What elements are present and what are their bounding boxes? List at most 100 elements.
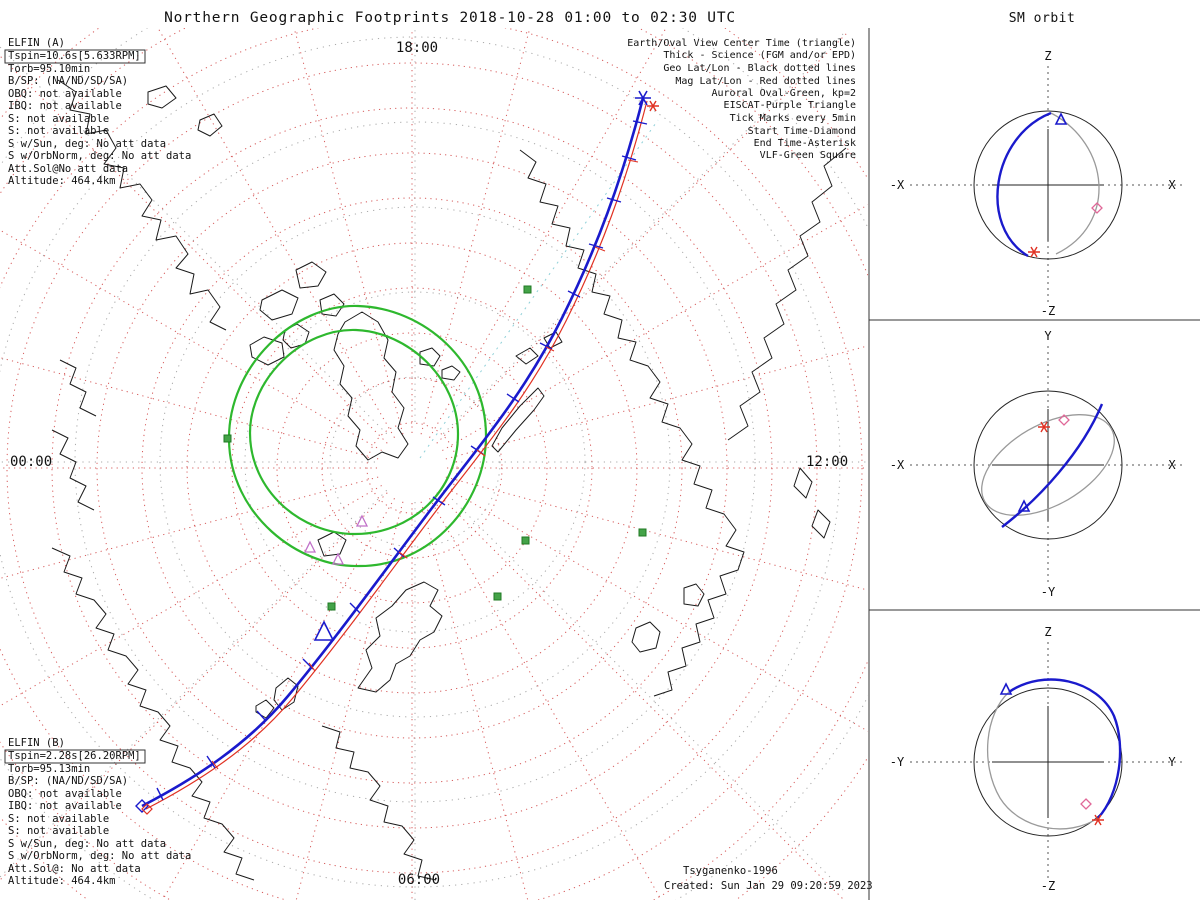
legend-item: Mag Lat/Lon - Red dotted lines — [675, 76, 856, 87]
orbit-start-diamond — [1058, 414, 1070, 426]
clock-label-12: 12:00 — [806, 454, 848, 470]
info-line: Altitude: 464.4km — [8, 875, 115, 887]
legend-item: VLF-Green Square — [760, 150, 856, 161]
start-time-diamond — [135, 799, 149, 813]
info-line: IBQ: not available — [8, 800, 122, 812]
polar-map — [0, 28, 868, 900]
info-line: B/SP: (NA/ND/SD/SA) — [8, 775, 128, 787]
orbit-farside-arc — [981, 414, 1115, 516]
axis-label-left: -X — [890, 178, 905, 192]
coastline-west — [51, 79, 255, 881]
elfin-a-track — [141, 97, 645, 808]
info-line: S w/Sun, deg: No att data — [8, 138, 166, 150]
orbit-start-diamond — [1080, 798, 1092, 810]
auroral-oval-inner — [248, 328, 460, 536]
track-tick-marks-5min — [156, 120, 648, 801]
info-line: S w/OrbNorm, deg: No att data — [8, 850, 191, 862]
elfin-a-info: ELFIN (A) Tspin=10.6s[5.633RPM] Torb=95.… — [4, 37, 191, 187]
elfin-footprint-track — [135, 90, 659, 815]
axis-label-bottom: -Z — [1041, 304, 1055, 318]
legend: Earth/Oval View Center Time (triangle) T… — [627, 38, 856, 161]
info-line: S w/OrbNorm, deg: No att data — [8, 150, 191, 162]
end-time-asterisk-b — [647, 100, 659, 112]
info-line: S w/Sun, deg: No att data — [8, 838, 166, 850]
model-label: Tsyganenko-1996 — [683, 865, 778, 877]
orbit-farside-arc — [986, 691, 1099, 830]
axis-label-bottom: -Y — [1041, 585, 1056, 599]
footer: Tsyganenko-1996 Created: Sun Jan 29 09:2… — [664, 865, 873, 892]
axis-label-top: Z — [1044, 49, 1051, 63]
clock-label-18: 18:00 — [396, 40, 438, 56]
axis-label-right: X — [1168, 178, 1176, 192]
coastline-eurasia — [321, 147, 847, 881]
elfin-a-name: ELFIN (A) — [8, 37, 65, 49]
view-center-time-triangle — [313, 620, 335, 641]
earth-circle — [973, 390, 1123, 540]
info-line: Torb=95.10min — [8, 63, 90, 75]
clock-label-00: 00:00 — [10, 454, 52, 470]
auroral-oval — [227, 304, 488, 568]
info-line: Att.Sol@: No att data — [8, 863, 141, 875]
info-line: S: not available — [8, 125, 109, 137]
legend-item: Tick Marks every 5min — [730, 113, 856, 124]
info-line: IBQ: not available — [8, 100, 122, 112]
info-line: Att.Sol@No att data — [8, 163, 128, 175]
axis-label-left: -Y — [890, 755, 905, 769]
legend-item: Auroral Oval-Green, kp=2 — [712, 88, 857, 99]
legend-item: EISCAT-Purple Triangle — [724, 100, 856, 111]
elfin-a-tspin-box — [4, 49, 146, 64]
elfin-b-track — [145, 100, 648, 810]
info-line: Tspin=10.6s[5.633RPM] — [8, 50, 141, 62]
orbit-science-arc — [1001, 403, 1104, 528]
orbit-start-diamond — [1091, 202, 1103, 214]
sm-orbit-panel-xz: Z -Z -X X — [890, 49, 1186, 318]
created-timestamp: Created: Sun Jan 29 09:20:59 2023 — [664, 880, 873, 892]
orbit-end-asterisk — [1038, 421, 1050, 433]
plot-title: Northern Geographic Footprints 2018-10-2… — [164, 10, 736, 26]
vlf-station-squares — [223, 285, 647, 611]
axis-label-top: Z — [1044, 625, 1051, 639]
orbit-farside-arc — [1050, 112, 1100, 255]
legend-item: End Time-Asterisk — [754, 138, 856, 149]
orbit-center-triangle — [1017, 499, 1031, 512]
coastlines — [51, 79, 847, 881]
clock-label-06: 06:00 — [398, 872, 440, 888]
elfin-b-name: ELFIN (B) — [8, 737, 65, 749]
axis-label-right: Y — [1168, 755, 1176, 769]
earth-circle — [973, 687, 1123, 837]
orbit-center-triangle — [999, 682, 1013, 695]
orbit-science-arc — [996, 111, 1052, 258]
eiscat-station-triangles — [303, 514, 369, 565]
orbit-end-asterisk — [1092, 814, 1104, 826]
info-line: OBQ: not available — [8, 788, 122, 800]
info-line: OBQ: not available — [8, 88, 122, 100]
info-line: B/SP: (NA/ND/SD/SA) — [8, 75, 128, 87]
info-line: Torb=95.13min — [8, 763, 90, 775]
auroral-oval-outer — [227, 304, 488, 568]
orbit-science-arc — [1008, 678, 1122, 819]
info-line: S: not available — [8, 113, 109, 125]
track-tick-marks-b — [211, 159, 639, 770]
info-line: S: not available — [8, 813, 109, 825]
sm-orbit-title: SM orbit — [1009, 11, 1076, 26]
orbit-end-asterisk — [1028, 246, 1040, 258]
legend-item: Start Time-Diamond — [748, 126, 856, 137]
axis-label-left: -X — [890, 458, 905, 472]
info-line: S: not available — [8, 825, 109, 837]
elfin-b-tspin-box — [4, 749, 146, 764]
earth-circle — [973, 110, 1123, 260]
axis-label-top: Y — [1044, 329, 1052, 343]
orbit-center-triangle — [1054, 112, 1068, 125]
legend-item: Earth/Oval View Center Time (triangle) — [627, 38, 856, 49]
start-time-diamond-b — [141, 803, 153, 815]
mlt-clock-labels: 18:00 00:00 12:00 06:00 — [10, 40, 848, 888]
sm-orbit-panel-xy: Y -Y -X X — [890, 329, 1186, 599]
end-time-asterisk — [635, 90, 651, 106]
info-line: Altitude: 464.4km — [8, 175, 115, 187]
legend-item: Geo Lat/Lon - Black dotted lines — [663, 63, 856, 74]
mag-latlon-grid — [0, 28, 868, 900]
sun-direction-line — [419, 119, 659, 459]
axis-label-right: X — [1168, 458, 1176, 472]
